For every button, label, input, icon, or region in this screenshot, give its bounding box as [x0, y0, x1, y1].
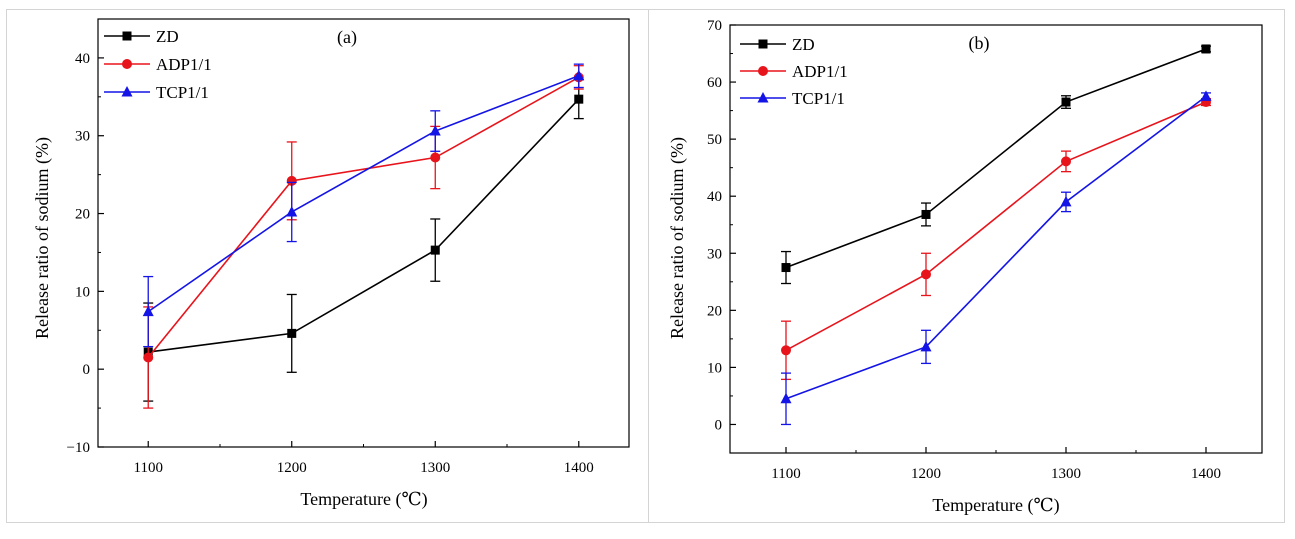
plot-area-a: −10 0 10 20 30 40 1100 1200 1300 1400: [67, 18, 630, 476]
y-tick-label-b: 20: [707, 303, 722, 319]
data-point-tcp1-1-a: [286, 205, 298, 217]
series-line-adp1-1-a: [147, 76, 580, 359]
series-line-zd-a: [148, 98, 580, 353]
series-line-tcp1-1-a: [147, 75, 580, 313]
data-point-tcp1-1-b: [920, 340, 932, 352]
legend-label-zd-a: ZD: [156, 27, 179, 46]
series-line-zd-b: [785, 48, 1207, 269]
legend-label-tcp1-1-b: TCP1/1: [792, 89, 845, 108]
y-tick-label-a: 30: [75, 129, 90, 145]
data-point-zd-b: [1061, 97, 1071, 107]
chart-panel-b: 0 10 20 30 40 50 60 70 1100 1200 1300 1400 (b) Temp…: [667, 18, 1263, 516]
legend-marker-tcp1-1-b: [757, 92, 769, 103]
legend-label-adp1-1-a: ADP1/1: [156, 55, 212, 74]
data-point-tcp1-1-a: [429, 125, 441, 136]
x-tick-label-a: 1200: [277, 460, 307, 476]
y-tick-label-a: −10: [67, 440, 90, 456]
panel-label-a: (a): [337, 27, 357, 48]
x-tick-label-b: 1100: [771, 466, 800, 482]
legend-label-adp1-1-b: ADP1/1: [792, 62, 848, 81]
legend-marker-adp1-1-a: [122, 59, 132, 69]
data-point-tcp1-1-b: [1200, 90, 1212, 101]
legend-marker-zd-a: [122, 31, 132, 41]
panel-label-b: (b): [969, 33, 990, 54]
x-tick-label-b: 1400: [1191, 466, 1221, 482]
chart-panel-a: −10 0 10 20 30 40 1100 1200 1300 1400 (a) Tempera…: [32, 18, 630, 510]
x-tick-label-b: 1200: [911, 466, 941, 482]
series-tcp1-1-a: [142, 63, 585, 348]
data-point-zd-a: [287, 328, 297, 338]
legend-label-tcp1-1-a: TCP1/1: [156, 83, 209, 102]
x-tick-label-a: 1300: [420, 460, 450, 476]
y-axis-title-a: Release ratio of sodium (%): [32, 137, 53, 339]
data-point-adp1-1-a: [286, 175, 297, 186]
y-tick-label-b: 30: [707, 246, 722, 262]
y-tick-label-a: 10: [75, 284, 90, 300]
legend-a: ZD ADP1/1 TCP1/1: [104, 27, 212, 102]
data-point-tcp1-1-b: [1060, 195, 1072, 207]
series-line-tcp1-1-b: [785, 95, 1207, 400]
legend-marker-tcp1-1-a: [121, 86, 133, 97]
data-point-zd-b: [1201, 44, 1211, 54]
series-line-adp1-1-b: [785, 101, 1207, 351]
series-adp1-1-b: [781, 97, 1211, 381]
x-tick-label-a: 1100: [134, 460, 163, 476]
data-point-zd-b: [781, 263, 791, 273]
data-point-adp1-1-b: [781, 345, 791, 356]
legend-marker-adp1-1-b: [758, 66, 768, 76]
x-tick-label-a: 1400: [564, 460, 594, 476]
data-point-zd-a: [574, 94, 584, 104]
series-adp1-1-a: [143, 65, 584, 409]
series-zd-b: [781, 44, 1211, 285]
data-point-adp1-1-a: [143, 352, 154, 363]
x-tick-label-b: 1300: [1051, 466, 1081, 482]
legend-b: ZD ADP1/1 TCP1/1: [740, 35, 848, 108]
data-point-zd-b: [921, 209, 931, 219]
data-point-tcp1-1-a: [142, 305, 154, 317]
legend-marker-zd-b: [758, 39, 768, 49]
data-point-tcp1-1-a: [573, 69, 585, 81]
y-tick-label-a: 0: [83, 362, 91, 378]
legend-label-zd-b: ZD: [792, 35, 815, 54]
plot-area-b: 0 10 20 30 40 50 60 70 1100 1200 1300 1400: [707, 18, 1263, 482]
data-point-adp1-1-b: [921, 269, 931, 280]
data-point-tcp1-1-b: [780, 392, 792, 404]
x-axis-title-a: Temperature (℃): [300, 489, 427, 510]
x-axis-title-b: Temperature (℃): [932, 495, 1059, 516]
data-point-adp1-1-b: [1061, 156, 1071, 167]
y-tick-label-a: 20: [75, 207, 90, 223]
series-tcp1-1-b: [780, 90, 1212, 426]
y-tick-label-b: 50: [707, 132, 722, 148]
y-axis-title-b: Release ratio of sodium (%): [667, 137, 688, 339]
y-tick-label-a: 40: [75, 51, 90, 67]
y-tick-label-b: 60: [707, 75, 722, 91]
y-tick-label-b: 10: [707, 360, 722, 376]
data-point-zd-a: [430, 245, 440, 255]
data-point-adp1-1-a: [430, 152, 441, 163]
y-tick-label-b: 40: [707, 189, 722, 205]
y-tick-label-b: 0: [715, 417, 723, 433]
series-zd-a: [143, 79, 584, 402]
y-tick-label-b: 70: [707, 18, 722, 34]
panel-b-frame: [648, 9, 1285, 523]
